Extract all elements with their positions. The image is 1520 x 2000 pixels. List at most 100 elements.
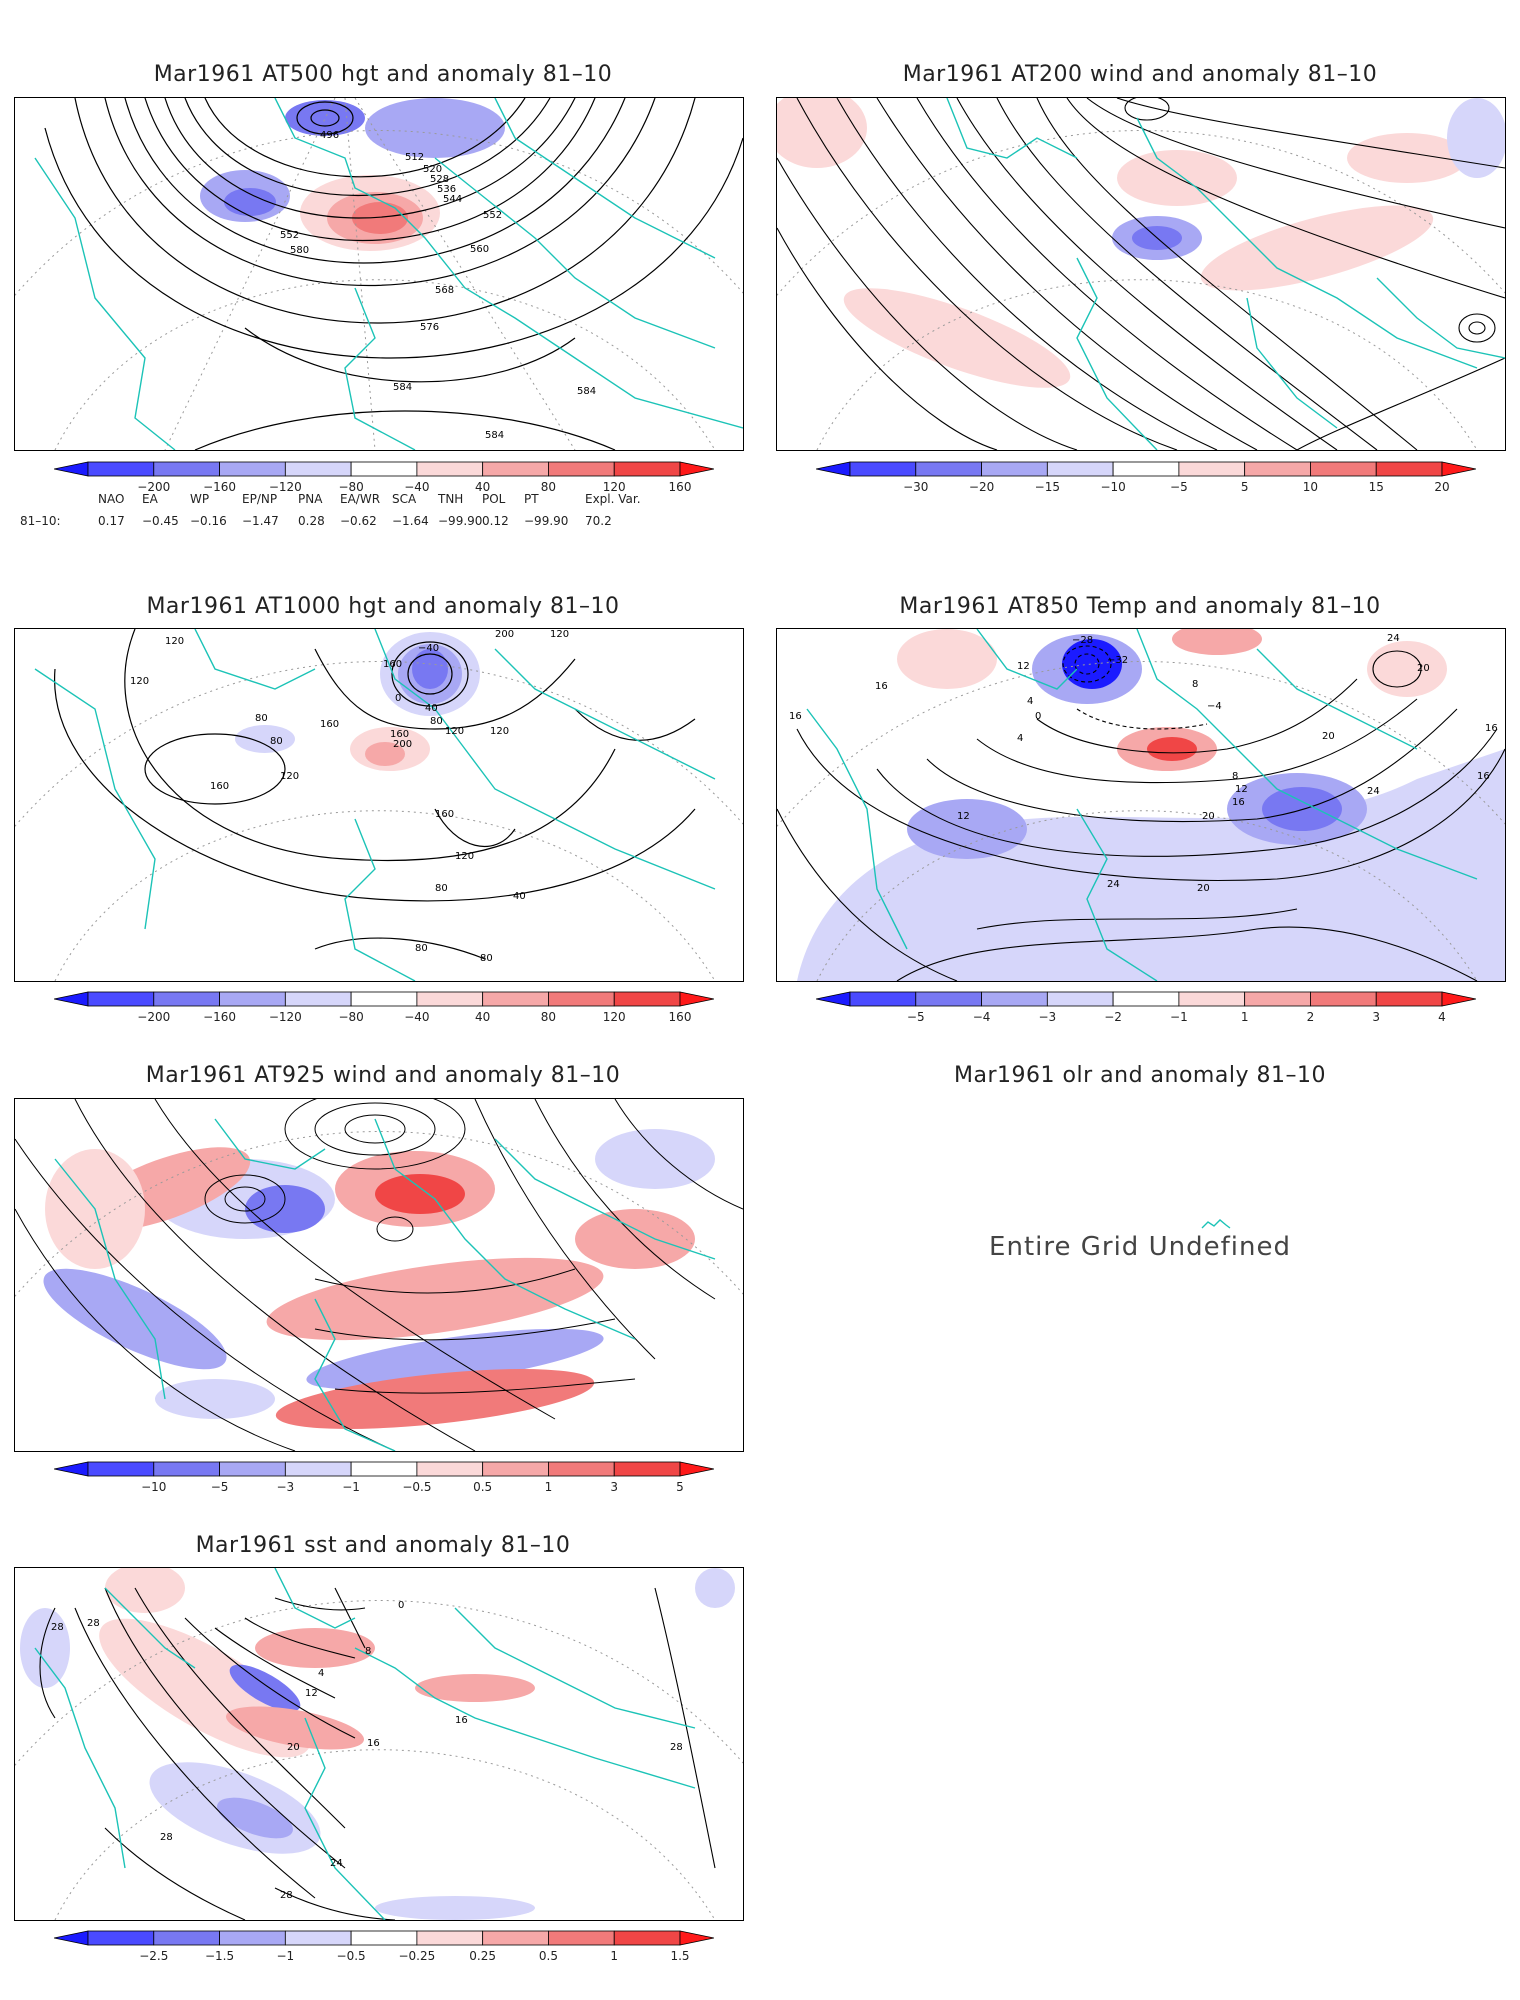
- coastlines: [34, 98, 743, 450]
- colorbar-swatch: [416, 1930, 484, 1946]
- colorbar-swatch: [849, 461, 917, 477]
- colorbar-tick-label: −200: [137, 1010, 170, 1024]
- colorbar-tick-label: 0.5: [473, 1480, 492, 1494]
- colorbar-swatch: [1178, 991, 1246, 1007]
- map-500: 496 512 520 528 536 544 552 560 552 580 …: [14, 97, 744, 451]
- colorbar-tick-label: 160: [669, 480, 692, 494]
- colorbar-swatch: [482, 1461, 549, 1477]
- colorbar-swatch: [219, 1461, 286, 1477]
- colorbar-swatch: [153, 461, 220, 477]
- index-value: −0.45: [142, 514, 179, 528]
- contour-label-group: −28 −32 24 16 16 12 8 4 0 −4 4 20 16 8 1…: [789, 633, 1498, 894]
- colorbar-tick-label: −10: [141, 1480, 166, 1494]
- contour-label: 4: [1027, 696, 1033, 707]
- colorbar-tick-label: −3: [276, 1480, 294, 1494]
- colorbar-tick-label: 3: [610, 1480, 618, 1494]
- colorbar-end-low: [54, 461, 89, 477]
- index-name: EA: [142, 492, 158, 506]
- colorbar-tick-label: 80: [541, 1010, 556, 1024]
- contour-label: 552: [280, 230, 299, 241]
- colorbar-tick-label: 5: [676, 1480, 684, 1494]
- contour-label: 16: [789, 711, 802, 722]
- contour-label: 120: [130, 676, 149, 687]
- contour-label: 584: [485, 430, 504, 441]
- map-200: [776, 97, 1506, 451]
- contour-label: 544: [443, 194, 462, 205]
- contour-label: −28: [1072, 635, 1093, 646]
- colorbar-swatch: [548, 991, 615, 1007]
- contour-label: 160: [320, 719, 339, 730]
- colorbar-tick-label: 160: [669, 1010, 692, 1024]
- contour-label: 120: [550, 629, 569, 640]
- map-925-svg: [15, 1099, 743, 1451]
- contour-label-group: 496 512 520 528 536 544 552 560 552 580 …: [280, 130, 596, 441]
- colorbar-end-high: [679, 1930, 714, 1946]
- colorbar-1000: −200−160−120−80−404080120160200: [54, 988, 714, 1032]
- colorbar-tick-label: −120: [269, 1010, 302, 1024]
- height-contours: [44, 98, 743, 450]
- contour-label: 16: [1477, 771, 1490, 782]
- colorbar-swatch: [87, 991, 155, 1007]
- map-1000: 120 160 −40 200 120 120 80 160 0 40 80 1…: [14, 628, 744, 982]
- colorbar-tick-label: −80: [338, 480, 363, 494]
- colorbar-tick-label: −200: [137, 480, 170, 494]
- colorbar-tick-label: 10: [1303, 480, 1318, 494]
- colorbar-tick-label: −1: [342, 1480, 360, 1494]
- colorbar-swatch: [482, 991, 549, 1007]
- colorbar-tick-label: −40: [404, 480, 429, 494]
- contour-label: 160: [210, 781, 229, 792]
- contour-label: 20: [1322, 731, 1335, 742]
- contour-label: 20: [1417, 663, 1430, 674]
- colorbar-tick-label: −0.25: [398, 1949, 435, 1963]
- colorbar-end-high: [679, 991, 714, 1007]
- contour-label: 28: [670, 1742, 683, 1753]
- colorbar-swatch: [87, 461, 155, 477]
- contour-label: 584: [393, 382, 412, 393]
- contour-label: −40: [418, 643, 439, 654]
- contour-label: 28: [51, 1622, 64, 1633]
- colorbar-tick-label: −3: [1038, 1010, 1056, 1024]
- contour-label: 120: [490, 726, 509, 737]
- colorbar-tick-label: −30: [903, 480, 928, 494]
- colorbar-swatch: [613, 461, 681, 477]
- contour-label: 20: [1202, 811, 1215, 822]
- teleconnection-indices: NAO EA WP EP/NP PNA EA/WR SCA TNH POL PT Expl. Var…: [20, 492, 740, 536]
- colorbar-swatch: [1046, 991, 1114, 1007]
- contour-label: 12: [1235, 784, 1248, 795]
- contour-label: 560: [470, 244, 489, 255]
- contour-label: 496: [320, 130, 339, 141]
- indices-header-row: NAO EA WP EP/NP PNA EA/WR SCA TNH POL PT Expl. Var…: [20, 492, 740, 510]
- contour-label: 0: [1035, 711, 1041, 722]
- contour-label: 4: [1017, 733, 1023, 744]
- panel-title-500: Mar1961 AT500 hgt and anomaly 81–10: [153, 62, 613, 87]
- contour-label: 28: [280, 1890, 293, 1901]
- index-value: 70.2: [585, 514, 612, 528]
- map-850-svg: −28 −32 24 16 16 12 8 4 0 −4 4 20 16 8 1…: [777, 629, 1505, 981]
- panel-title-1000: Mar1961 AT1000 hgt and anomaly 81–10: [146, 594, 620, 619]
- colorbar-tick-label: −5: [1170, 480, 1188, 494]
- colorbar-tick-label: −2: [1104, 1010, 1122, 1024]
- colorbar-swatch: [1375, 461, 1443, 477]
- contour-label: 16: [1485, 723, 1498, 734]
- index-name: TNH: [438, 492, 464, 506]
- contour-label: 80: [255, 713, 268, 724]
- colorbar-swatch: [613, 1930, 681, 1946]
- map-925: [14, 1098, 744, 1452]
- colorbar-swatch: [915, 991, 982, 1007]
- panel-title-olr: Mar1961 olr and anomaly 81–10: [954, 1063, 1326, 1088]
- colorbar-swatch: [1310, 461, 1377, 477]
- olr-fragment-icon: [1201, 1219, 1231, 1229]
- colorbar-tick-label: 1: [545, 1480, 553, 1494]
- colorbar-swatch: [416, 991, 484, 1007]
- colorbar-tick-label: 120: [603, 1010, 626, 1024]
- panel-title-sst: Mar1961 sst and anomaly 81–10: [195, 1533, 571, 1558]
- colorbar-tick-label: −80: [338, 1010, 363, 1024]
- map-1000-svg: 120 160 −40 200 120 120 80 160 0 40 80 1…: [15, 629, 743, 981]
- contour-label: 16: [367, 1738, 380, 1749]
- index-name: WP: [190, 492, 210, 506]
- colorbar-swatch: [613, 991, 681, 1007]
- index-value: 0.12: [482, 514, 509, 528]
- colorbar-tick-label: −160: [203, 1010, 236, 1024]
- streamlines: [15, 1099, 743, 1451]
- contour-label: 40: [513, 891, 526, 902]
